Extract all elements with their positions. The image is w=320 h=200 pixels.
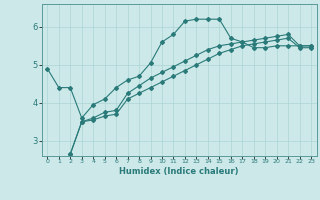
X-axis label: Humidex (Indice chaleur): Humidex (Indice chaleur) xyxy=(119,167,239,176)
